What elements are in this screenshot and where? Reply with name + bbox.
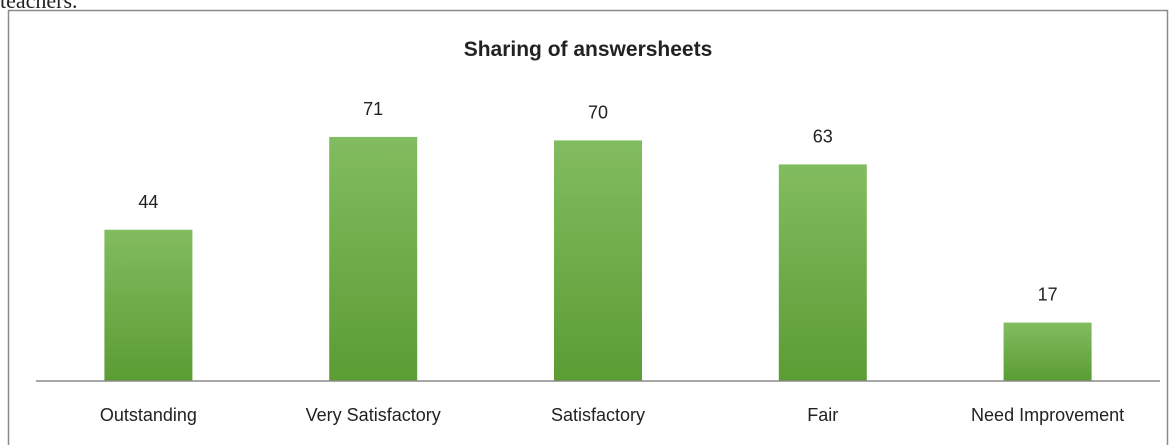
bar xyxy=(1003,322,1092,381)
bar xyxy=(104,229,193,381)
value-label: 63 xyxy=(813,126,833,146)
chart-title: Sharing of answersheets xyxy=(464,38,713,61)
bar xyxy=(778,164,867,381)
x-tick-label: Satisfactory xyxy=(551,405,645,425)
value-label: 71 xyxy=(363,99,383,119)
x-tick-label: Fair xyxy=(807,405,838,425)
bar xyxy=(329,136,418,381)
x-tick-label: Outstanding xyxy=(100,405,197,425)
bar xyxy=(554,140,642,381)
x-tick-label: Need Improvement xyxy=(971,405,1124,425)
value-label: 70 xyxy=(588,102,608,122)
value-label: 44 xyxy=(138,192,158,212)
x-tick-label: Very Satisfactory xyxy=(306,405,441,425)
chart-border xyxy=(7,9,1169,445)
value-label: 17 xyxy=(1038,285,1058,305)
